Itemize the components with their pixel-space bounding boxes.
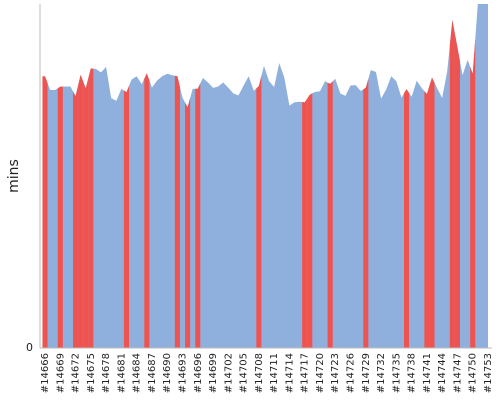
duration-area	[45, 4, 488, 348]
x-tick-label: #14684	[132, 353, 143, 393]
x-tick-label: #14708	[254, 353, 265, 393]
x-tick-label: #14738	[407, 353, 418, 393]
failed-build-mark	[449, 19, 455, 348]
x-tick-label: #14723	[330, 353, 341, 393]
x-tick-label: #14669	[55, 353, 66, 393]
failed-build-mark	[454, 33, 460, 348]
x-tick-label: #14720	[315, 353, 326, 393]
failed-build-mark	[302, 98, 308, 348]
x-tick-label: #14750	[468, 353, 479, 393]
x-tick-label: #14729	[361, 353, 372, 393]
series-layer	[42, 4, 488, 349]
failed-build-mark	[73, 85, 79, 348]
failed-build-mark	[174, 75, 180, 348]
y-axis-label: mins	[6, 159, 22, 193]
failed-build-mark	[42, 76, 48, 349]
y-tick-label: 0	[26, 341, 33, 354]
failed-build-mark	[403, 89, 410, 348]
failed-build-mark	[123, 85, 130, 348]
x-tick-label: #14696	[193, 353, 204, 393]
x-tick-label: #14735	[391, 353, 402, 393]
x-tick-label: #14705	[239, 353, 250, 393]
x-tick-label: #14681	[116, 353, 127, 393]
failed-build-mark	[429, 77, 435, 348]
failed-build-mark	[185, 98, 191, 348]
failed-build-mark	[256, 75, 262, 349]
x-tick-label: #14693	[177, 353, 188, 393]
failed-build-mark	[57, 86, 63, 349]
x-tick-label: #14714	[284, 353, 295, 393]
x-tick-labels: #14666 #14669 #14672 #14675 #14678 #14681 #146…	[40, 353, 494, 393]
x-tick-label: #14753	[483, 353, 494, 393]
failed-build-mark	[83, 78, 89, 348]
x-tick-label: #14732	[376, 353, 387, 393]
x-tick-label: #14717	[300, 353, 311, 393]
failed-build-mark	[470, 38, 476, 349]
failed-build-mark	[88, 68, 94, 348]
x-tick-label: #14675	[86, 353, 97, 393]
x-tick-label: #14726	[346, 353, 357, 393]
failed-build-mark	[363, 78, 369, 348]
x-tick-label: #14666	[40, 353, 51, 393]
x-tick-label: #14747	[452, 353, 463, 393]
failed-build-mark	[144, 73, 150, 348]
failed-build-mark	[327, 81, 333, 349]
x-tick-label: #14702	[223, 353, 234, 393]
failed-build-mark	[195, 83, 201, 348]
x-tick-label: #14687	[147, 353, 158, 393]
x-tick-label: #14678	[101, 353, 112, 393]
x-tick-label: #14672	[71, 353, 82, 393]
x-tick-label: #14744	[437, 353, 448, 393]
failed-build-mark	[307, 93, 313, 348]
failed-build-mark	[424, 85, 430, 348]
x-tick-label: #14699	[208, 353, 219, 393]
x-tick-label: #14690	[162, 353, 173, 393]
failed-build-mark	[78, 74, 84, 349]
x-tick-label: #14711	[269, 353, 280, 393]
x-tick-label: #14741	[422, 353, 433, 393]
